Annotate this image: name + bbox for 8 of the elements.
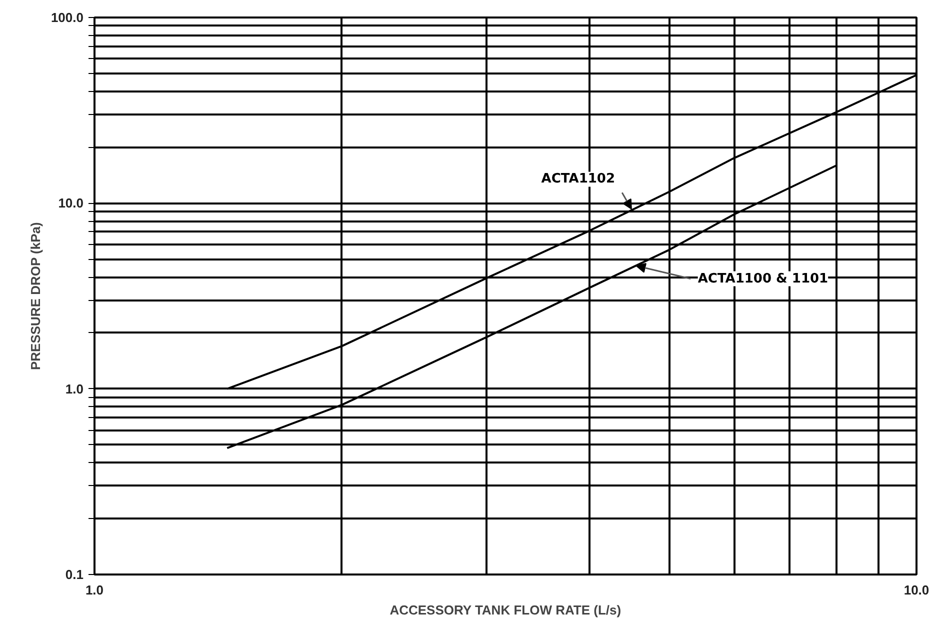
y-axis-title: PRESSURE DROP (kPa) — [28, 222, 43, 370]
y-tick-label: 10.0 — [58, 196, 84, 211]
annotation: ACTA1100 & 1101 — [698, 271, 828, 286]
annotation: ACTA1102 — [541, 172, 615, 187]
y-tick-label: 1.0 — [65, 381, 84, 396]
y-tick-label: 0.1 — [65, 567, 84, 582]
x-axis-title: ACCESSORY TANK FLOW RATE (L/s) — [390, 602, 622, 618]
y-tick-label: 100.0 — [50, 10, 84, 25]
